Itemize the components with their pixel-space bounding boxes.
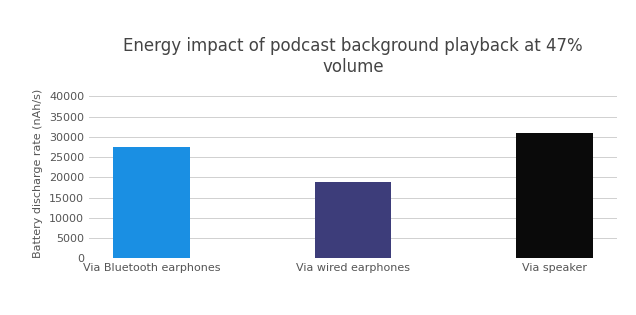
Title: Energy impact of podcast background playback at 47%
volume: Energy impact of podcast background play… — [123, 37, 583, 76]
Bar — [315, 182, 391, 258]
Bar — [516, 133, 593, 258]
Y-axis label: Battery discharge rate (nAh/s): Battery discharge rate (nAh/s) — [34, 89, 43, 258]
Bar — [113, 147, 190, 258]
